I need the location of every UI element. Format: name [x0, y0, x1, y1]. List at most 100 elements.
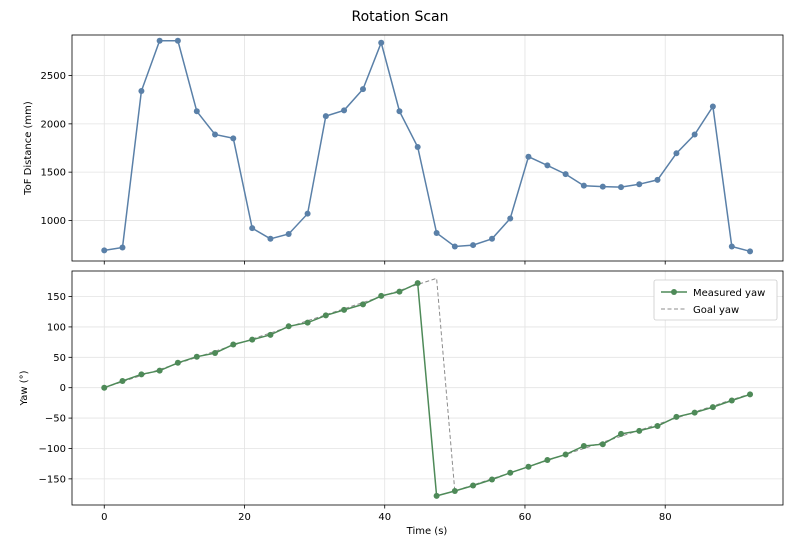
tof-y-tick-label: 1500: [41, 168, 66, 179]
measured-yaw-point: [138, 371, 145, 378]
measured-yaw-point: [636, 427, 643, 434]
x-axis-label: Time (s): [406, 526, 448, 537]
tof-point: [709, 103, 716, 110]
x-tick-label: 40: [378, 512, 391, 523]
measured-yaw-point: [230, 341, 237, 348]
tof-distance-panel: 1000 1500 2000 2500 ToF Distance (mm): [23, 34, 784, 265]
tof-point: [654, 176, 661, 183]
tof-point: [322, 113, 329, 120]
tof-y-tick-label: 2500: [41, 71, 66, 82]
tof-point: [230, 135, 237, 142]
tof-point: [691, 131, 698, 138]
tof-point: [119, 244, 126, 251]
tof-point: [341, 107, 348, 114]
measured-yaw-point: [470, 482, 477, 489]
measured-yaw-point: [359, 301, 366, 308]
tof-point: [562, 171, 569, 178]
measured-yaw-point: [544, 457, 551, 464]
yaw-y-tick-label: 150: [47, 292, 66, 303]
tof-point: [212, 131, 219, 138]
measured-yaw-point: [489, 476, 496, 483]
tof-point: [414, 144, 421, 151]
measured-yaw-point: [728, 397, 735, 404]
legend-box: [653, 279, 778, 321]
measured-yaw-point: [119, 378, 126, 385]
tof-point: [359, 86, 366, 93]
tof-point: [451, 243, 458, 250]
measured-yaw-point: [322, 312, 329, 319]
tof-point: [433, 229, 440, 236]
tof-point: [101, 247, 108, 254]
tof-point: [636, 181, 643, 188]
tof-point: [507, 215, 514, 222]
measured-yaw-point: [673, 413, 680, 420]
tof-point: [396, 108, 403, 115]
yaw-grid: [72, 271, 783, 505]
measured-yaw-point: [396, 288, 403, 295]
figure-title: Rotation Scan: [351, 9, 448, 25]
tof-y-tick-label: 1000: [41, 216, 66, 227]
yaw-y-tick-label: −50: [45, 414, 66, 425]
measured-yaw-point: [618, 430, 625, 437]
measured-yaw-points: [101, 280, 754, 499]
tof-point: [193, 108, 200, 115]
yaw-y-tick-label: −150: [39, 474, 66, 485]
tof-point: [285, 230, 292, 237]
tof-point: [580, 182, 587, 189]
tof-ticks: 1000 1500 2000 2500: [41, 71, 666, 265]
measured-yaw-point: [525, 463, 532, 470]
measured-yaw-point: [433, 492, 440, 499]
measured-yaw-point: [285, 323, 292, 330]
tof-point: [544, 162, 551, 169]
yaw-panel: 0 20 40 60 80 −150 −100 −50 0 50 100 150 Yaw (°) Ti…: [19, 270, 784, 537]
tof-point: [618, 184, 625, 191]
x-tick-label: 60: [519, 512, 532, 523]
tof-point: [156, 37, 163, 44]
measured-yaw-point: [193, 353, 200, 360]
tof-point: [138, 88, 145, 95]
tof-point: [267, 235, 274, 242]
tof-point: [728, 243, 735, 250]
x-tick-label: 80: [659, 512, 672, 523]
tof-y-axis-label: ToF Distance (mm): [23, 101, 34, 196]
yaw-legend: Measured yaw Goal yaw: [653, 279, 778, 321]
measured-yaw-line: [104, 282, 751, 497]
yaw-y-tick-label: 100: [47, 322, 66, 333]
measured-yaw-point: [378, 292, 385, 299]
tof-y-tick-label: 2000: [41, 119, 66, 130]
measured-yaw-point: [691, 409, 698, 416]
legend-measured-marker: [671, 289, 677, 295]
tof-point: [174, 37, 181, 44]
x-tick-label: 0: [101, 512, 107, 523]
tof-point: [599, 183, 606, 190]
measured-yaw-point: [709, 404, 716, 411]
measured-yaw-point: [599, 441, 606, 448]
tof-grid: [72, 35, 783, 261]
measured-yaw-point: [562, 451, 569, 458]
measured-yaw-point: [212, 350, 219, 357]
yaw-y-tick-label: 0: [60, 383, 66, 394]
measured-yaw-point: [341, 306, 348, 313]
tof-axes-frame: [71, 34, 784, 262]
tof-point: [249, 225, 256, 232]
tof-point: [525, 153, 532, 160]
legend-measured-label: Measured yaw: [693, 288, 765, 299]
tof-point: [747, 248, 754, 255]
measured-yaw-point: [156, 367, 163, 374]
measured-yaw-point: [507, 469, 514, 476]
measured-yaw-point: [580, 443, 587, 450]
tof-point: [304, 210, 311, 217]
tof-point: [378, 39, 385, 46]
measured-yaw-point: [654, 422, 661, 429]
tof-series-line: [104, 40, 751, 253]
legend-goal-label: Goal yaw: [693, 305, 739, 316]
tof-point: [470, 242, 477, 249]
yaw-y-axis-label: Yaw (°): [19, 370, 30, 406]
measured-yaw-point: [747, 391, 754, 398]
measured-yaw-point: [101, 384, 108, 391]
yaw-y-tick-label: −100: [39, 444, 66, 455]
tof-point: [489, 235, 496, 242]
measured-yaw-point: [267, 331, 274, 338]
yaw-y-tick-label: 50: [53, 353, 66, 364]
